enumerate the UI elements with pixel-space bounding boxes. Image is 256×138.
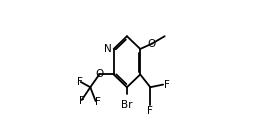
Text: F: F xyxy=(164,80,170,90)
Text: O: O xyxy=(147,39,155,49)
Text: F: F xyxy=(95,97,101,107)
Text: Br: Br xyxy=(121,100,133,110)
Text: N: N xyxy=(104,44,112,54)
Text: F: F xyxy=(77,77,83,87)
Text: F: F xyxy=(147,106,153,116)
Text: F: F xyxy=(79,95,85,106)
Text: O: O xyxy=(95,69,103,79)
